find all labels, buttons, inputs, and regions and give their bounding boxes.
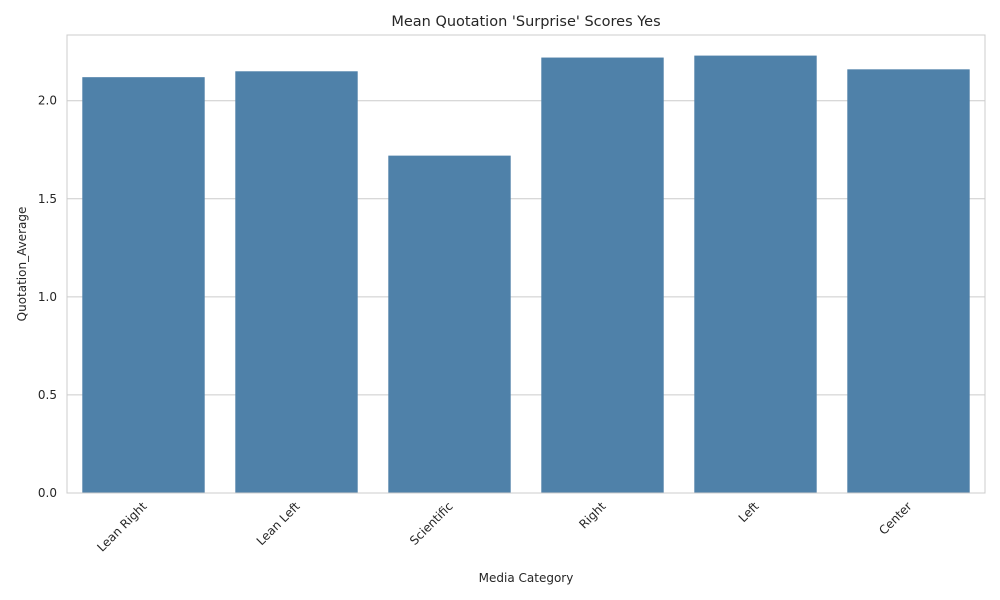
x-tick-labels: Lean Right Lean Left Scientific Right Left Ce… xyxy=(94,499,914,555)
bar xyxy=(847,69,970,493)
chart-title: Mean Quotation 'Surprise' Scores Yes xyxy=(391,14,660,30)
bar xyxy=(82,77,205,494)
y-tick-label: 0.5 xyxy=(38,388,57,402)
y-axis-label: Quotation_Average xyxy=(15,207,29,322)
y-tick-label: 1.5 xyxy=(38,192,57,206)
y-tick-label: 2.0 xyxy=(38,94,57,108)
bar xyxy=(388,155,511,493)
x-axis-label: Media Category xyxy=(479,571,574,585)
bar xyxy=(694,55,817,494)
y-tick-label: 1.0 xyxy=(38,290,57,304)
bars xyxy=(82,55,970,494)
x-tick-label: Right xyxy=(576,499,608,531)
y-tick-label: 0.0 xyxy=(38,486,57,500)
x-tick-label: Lean Right xyxy=(94,499,150,555)
x-tick-label: Left xyxy=(736,499,762,525)
x-tick-label: Scientific xyxy=(407,499,456,548)
x-tick-label: Center xyxy=(876,499,915,538)
plot-frame xyxy=(66,34,986,494)
y-tick-labels: 0.0 0.5 1.0 1.5 2.0 xyxy=(38,94,57,500)
bar xyxy=(541,57,664,494)
bar xyxy=(235,71,358,494)
x-tick-label: Lean Left xyxy=(254,499,303,548)
